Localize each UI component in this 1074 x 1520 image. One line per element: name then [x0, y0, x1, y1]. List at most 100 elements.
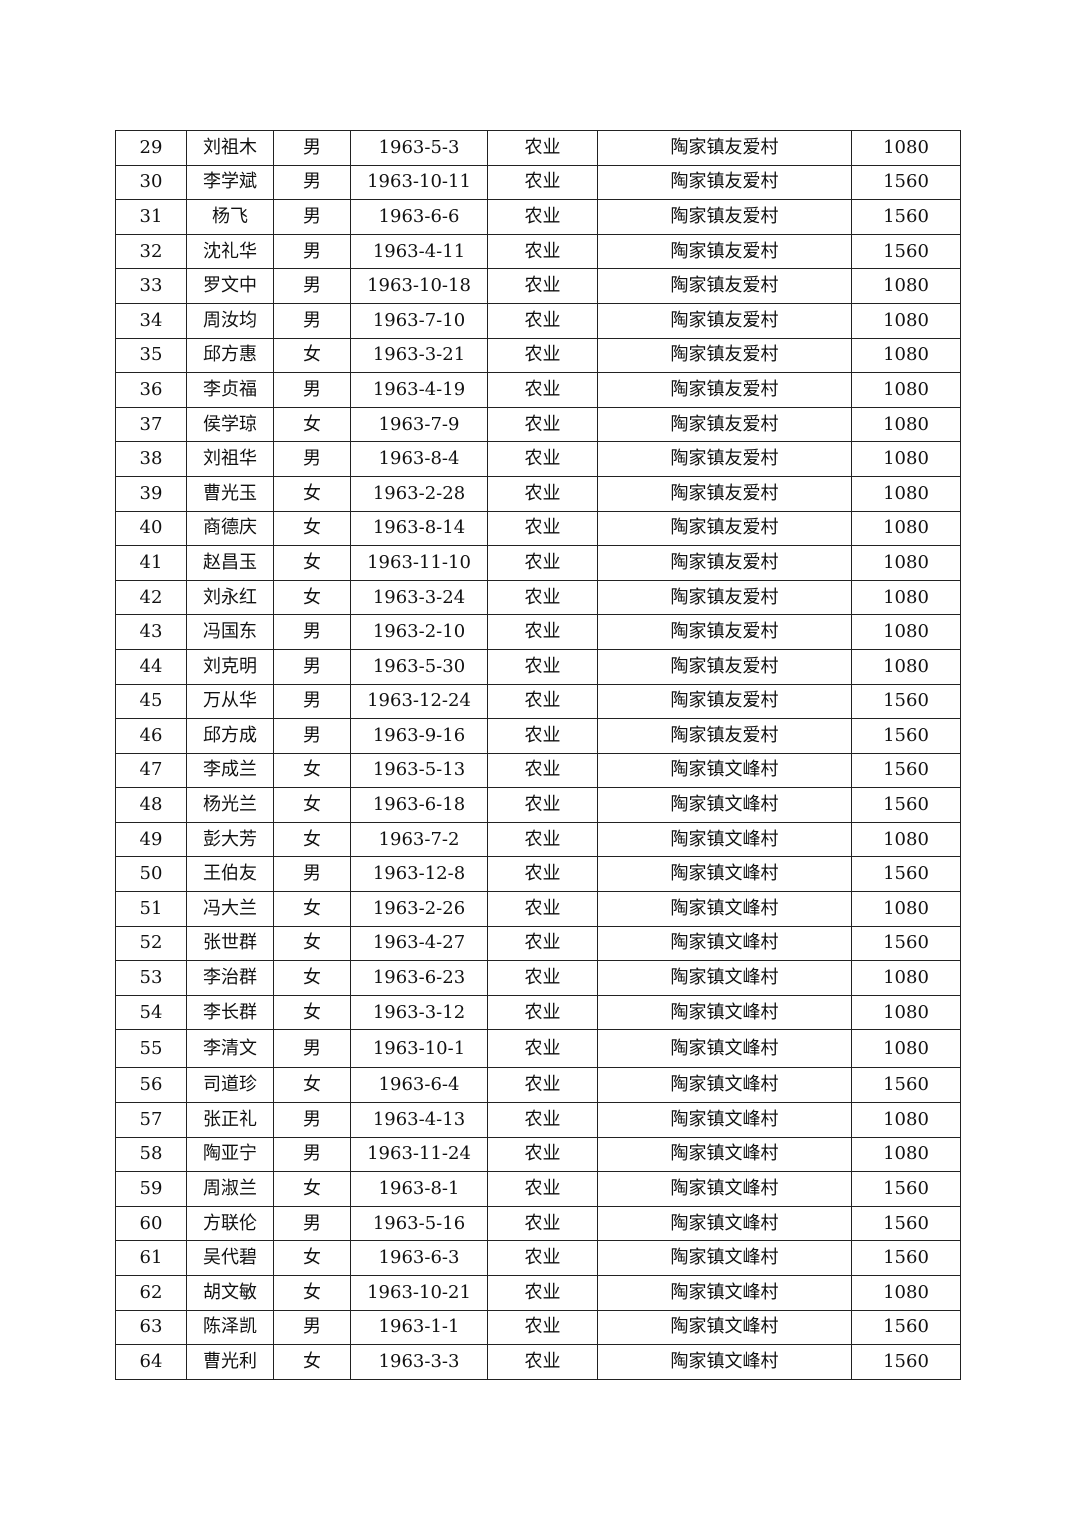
cell-address: 陶家镇文峰村 [597, 787, 852, 823]
cell-birth-date: 1963-10-21 [350, 1275, 488, 1311]
cell-occupation: 农业 [487, 1344, 598, 1380]
cell-amount: 1560 [851, 925, 961, 962]
cell-row-number: 64 [115, 1344, 187, 1380]
cell-birth-date: 1963-10-18 [350, 268, 488, 304]
table-row: 56 司道珍女 1963-6-4 农业 陶家镇文峰村 1560 [115, 1067, 961, 1104]
cell-name: 李贞福 [186, 372, 274, 408]
cell-amount: 1080 [851, 372, 961, 408]
cell-name: 曹光利 [186, 1344, 274, 1380]
cell-occupation: 农业 [487, 1136, 598, 1173]
cell-birth-date: 1963-9-16 [350, 718, 488, 754]
cell-row-number: 29 [115, 130, 187, 166]
cell-birth-date: 1963-4-19 [350, 372, 488, 408]
table-row: 37 侯学琼女 1963-7-9 农业 陶家镇友爱村 1080 [115, 406, 961, 443]
cell-gender: 男 [273, 1136, 351, 1173]
roster-table: 29 刘祖木男 1963-5-3 农业 陶家镇友爱村 1080 30 李学斌男 1963-10-… [115, 130, 961, 1380]
cell-birth-date: 1963-5-3 [350, 130, 488, 166]
cell-amount: 1560 [851, 1240, 961, 1276]
cell-birth-date: 1963-2-26 [350, 891, 488, 927]
cell-birth-date: 1963-7-10 [350, 302, 488, 339]
cell-name: 沈礼华 [186, 233, 274, 270]
cell-amount: 1560 [851, 1171, 961, 1207]
cell-gender: 女 [273, 994, 351, 1031]
cell-occupation: 农业 [487, 337, 598, 374]
cell-name: 冯国东 [186, 614, 274, 650]
table-row: 58 陶亚宁男 1963-11-24 农业 陶家镇文峰村 1080 [115, 1136, 961, 1173]
cell-row-number: 51 [115, 891, 187, 927]
cell-row-number: 57 [115, 1102, 187, 1138]
cell-amount: 1080 [851, 406, 961, 443]
table-row: 57 张正礼男 1963-4-13 农业 陶家镇文峰村 1080 [115, 1102, 961, 1138]
cell-birth-date: 1963-4-11 [350, 233, 488, 270]
cell-occupation: 农业 [487, 545, 598, 581]
cell-amount: 1560 [851, 856, 961, 893]
cell-name: 陈泽凯 [186, 1309, 274, 1346]
cell-name: 杨光兰 [186, 787, 274, 823]
cell-gender: 女 [273, 891, 351, 927]
cell-address: 陶家镇友爱村 [597, 372, 852, 408]
cell-birth-date: 1963-5-30 [350, 648, 488, 685]
table-row: 31 杨飞男 1963-6-6 农业 陶家镇友爱村 1560 [115, 199, 961, 235]
cell-gender: 女 [273, 510, 351, 547]
cell-occupation: 农业 [487, 268, 598, 304]
cell-row-number: 33 [115, 268, 187, 304]
cell-row-number: 31 [115, 199, 187, 235]
cell-birth-date: 1963-11-24 [350, 1136, 488, 1173]
cell-birth-date: 1963-6-23 [350, 960, 488, 996]
cell-birth-date: 1963-3-21 [350, 337, 488, 374]
cell-address: 陶家镇友爱村 [597, 337, 852, 374]
cell-gender: 女 [273, 1171, 351, 1207]
cell-amount: 1080 [851, 1136, 961, 1173]
cell-row-number: 45 [115, 683, 187, 720]
cell-occupation: 农业 [487, 648, 598, 685]
cell-address: 陶家镇文峰村 [597, 1240, 852, 1276]
table-row: 40 商德庆女 1963-8-14 农业 陶家镇友爱村 1080 [115, 510, 961, 547]
cell-amount: 1080 [851, 994, 961, 1031]
cell-occupation: 农业 [487, 406, 598, 443]
table-row: 29 刘祖木男 1963-5-3 农业 陶家镇友爱村 1080 [115, 130, 961, 166]
cell-occupation: 农业 [487, 233, 598, 270]
table-row: 33 罗文中男 1963-10-18 农业 陶家镇友爱村 1080 [115, 268, 961, 304]
cell-address: 陶家镇友爱村 [597, 545, 852, 581]
cell-birth-date: 1963-11-10 [350, 545, 488, 581]
cell-birth-date: 1963-5-16 [350, 1205, 488, 1242]
cell-address: 陶家镇友爱村 [597, 718, 852, 754]
cell-occupation: 农业 [487, 752, 598, 789]
cell-gender: 女 [273, 1067, 351, 1104]
cell-address: 陶家镇友爱村 [597, 683, 852, 720]
cell-occupation: 农业 [487, 925, 598, 962]
cell-amount: 1560 [851, 752, 961, 789]
cell-gender: 男 [273, 441, 351, 477]
cell-gender: 女 [273, 821, 351, 858]
cell-address: 陶家镇文峰村 [597, 1136, 852, 1173]
table-row: 55 李清文男 1963-10-1 农业 陶家镇文峰村 1080 [115, 1029, 961, 1069]
cell-occupation: 农业 [487, 1240, 598, 1276]
cell-occupation: 农业 [487, 1067, 598, 1104]
table-row: 34 周汝均男 1963-7-10 农业 陶家镇友爱村 1080 [115, 302, 961, 339]
cell-occupation: 农业 [487, 856, 598, 893]
cell-row-number: 44 [115, 648, 187, 685]
cell-row-number: 58 [115, 1136, 187, 1173]
cell-row-number: 47 [115, 752, 187, 789]
cell-birth-date: 1963-10-1 [350, 1029, 488, 1069]
cell-row-number: 39 [115, 475, 187, 512]
cell-birth-date: 1963-4-27 [350, 925, 488, 962]
cell-row-number: 43 [115, 614, 187, 650]
cell-amount: 1080 [851, 302, 961, 339]
table-row: 41 赵昌玉女 1963-11-10 农业 陶家镇友爱村 1080 [115, 545, 961, 581]
cell-amount: 1560 [851, 1205, 961, 1242]
cell-birth-date: 1963-12-24 [350, 683, 488, 720]
cell-amount: 1080 [851, 1029, 961, 1069]
cell-name: 张世群 [186, 925, 274, 962]
cell-gender: 男 [273, 1029, 351, 1069]
cell-amount: 1080 [851, 648, 961, 685]
cell-name: 司道珍 [186, 1067, 274, 1104]
cell-amount: 1560 [851, 1067, 961, 1104]
cell-address: 陶家镇文峰村 [597, 821, 852, 858]
table-row: 48 杨光兰女 1963-6-18 农业 陶家镇文峰村 1560 [115, 787, 961, 823]
cell-row-number: 35 [115, 337, 187, 374]
cell-row-number: 61 [115, 1240, 187, 1276]
cell-amount: 1080 [851, 1275, 961, 1311]
cell-row-number: 53 [115, 960, 187, 996]
cell-row-number: 41 [115, 545, 187, 581]
